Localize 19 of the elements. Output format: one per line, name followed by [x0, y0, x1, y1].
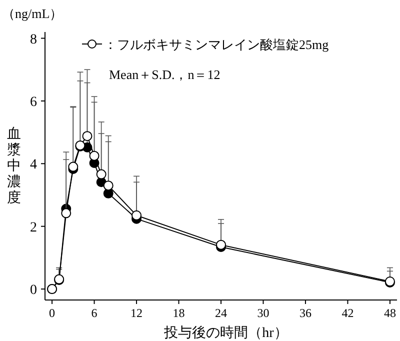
x-tick-label: 30 [257, 306, 270, 320]
y-tick-label: 4 [30, 158, 37, 173]
y-tick-label: 2 [30, 220, 37, 236]
y-tick-label: 8 [30, 32, 37, 48]
x-tick-label: 24 [215, 306, 227, 320]
x-tick-label: 6 [91, 306, 98, 320]
text: （ng/mL） [2, 6, 63, 21]
x-tick-label: 42 [342, 306, 354, 320]
x-axis-title: 投与後の時間（hr） [163, 325, 288, 341]
y-axis-title: 血漿中濃度 [7, 126, 21, 206]
x-tick-label: 18 [172, 306, 185, 320]
y-tick-label: 0 [30, 283, 37, 298]
y-tick-label: 6 [30, 94, 37, 110]
x-tick-label: 12 [130, 306, 143, 320]
x-tick-label: 36 [299, 306, 312, 320]
x-tick-label: 48 [384, 306, 396, 320]
annotation: Mean＋S.D.，n＝12 [109, 67, 220, 82]
legend-label: ：フルボキサミンマレイン酸塩錠25mg [104, 37, 330, 52]
x-tick-label: 0 [49, 306, 56, 320]
